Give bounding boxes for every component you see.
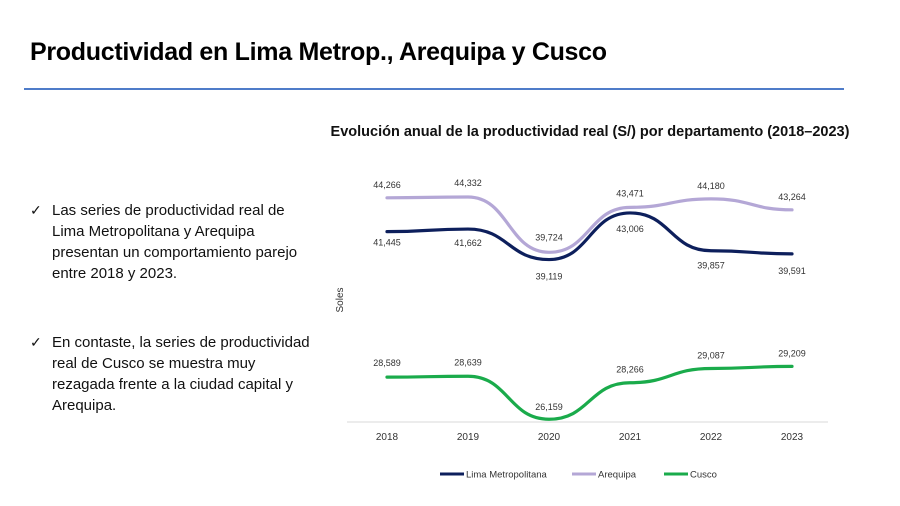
data-label: 28,639	[454, 357, 482, 367]
data-label: 43,471	[616, 188, 644, 198]
page-title: Productividad en Lima Metrop., Arequipa …	[30, 38, 607, 66]
x-tick-label: 2022	[700, 432, 723, 443]
data-label: 28,266	[616, 365, 644, 375]
x-tick-label: 2019	[457, 432, 480, 443]
data-label: 43,006	[616, 224, 644, 234]
series-line-arequipa	[385, 195, 794, 254]
series-line-cusco	[385, 364, 794, 421]
x-tick-label: 2021	[619, 432, 642, 443]
y-axis-label: Soles	[335, 287, 346, 312]
x-tick-label: 2020	[538, 432, 561, 443]
legend-label: Lima Metropolitana	[466, 470, 548, 481]
legend-label: Arequipa	[598, 470, 637, 481]
title-divider	[24, 88, 844, 90]
check-icon: ✓	[30, 334, 42, 350]
data-label: 28,589	[373, 358, 401, 368]
bullet-item: ✓ Las series de productividad real de Li…	[30, 200, 320, 284]
check-icon: ✓	[30, 202, 42, 218]
data-label: 41,445	[373, 238, 401, 248]
chart-title: Evolución anual de la productividad real…	[330, 124, 850, 140]
x-tick-label: 2018	[376, 432, 399, 443]
data-label: 44,180	[697, 181, 725, 191]
bullet-text: En contaste, la series de productividad …	[52, 334, 310, 414]
data-label: 43,264	[778, 192, 806, 202]
bullet-text: Las series de productividad real de Lima…	[52, 202, 298, 282]
x-tick-label: 2023	[781, 432, 804, 443]
data-label: 39,591	[778, 266, 806, 276]
data-label: 39,857	[697, 261, 725, 271]
data-label: 41,662	[454, 238, 482, 248]
legend-label: Cusco	[690, 470, 717, 481]
data-label: 29,087	[697, 350, 725, 360]
data-label: 44,332	[454, 178, 482, 188]
series-line-lima-metropolitana	[385, 211, 794, 262]
data-label: 39,724	[535, 232, 563, 242]
data-label: 44,266	[373, 180, 401, 190]
bullet-list: ✓ Las series de productividad real de Li…	[30, 200, 320, 464]
data-label: 39,119	[536, 272, 563, 282]
bullet-item: ✓ En contaste, la series de productivida…	[30, 332, 320, 416]
data-label: 29,209	[778, 348, 806, 358]
data-label: 26,159	[535, 402, 563, 412]
